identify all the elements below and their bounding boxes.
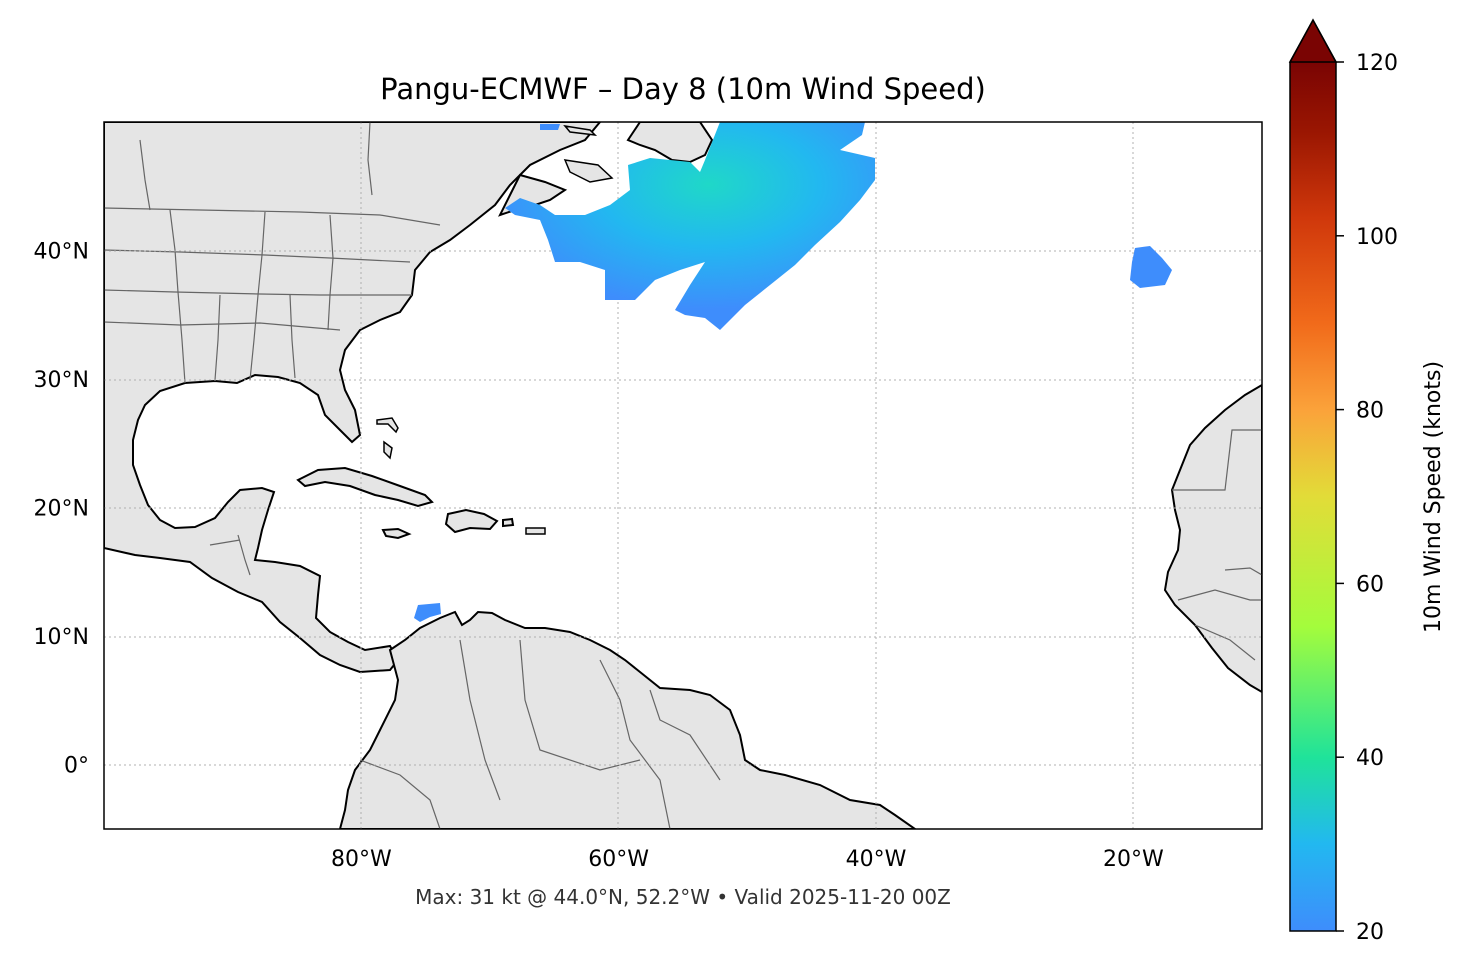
wind-region-caribbean [414,603,441,622]
colorbar-tick-label: 80 [1356,399,1384,424]
longitude-axis: 80°W 60°W 40°W 20°W [331,847,1164,872]
cuba-island [296,466,434,508]
colorbar-tick-label: 60 [1356,572,1384,597]
colorbar-tick-label: 20 [1356,920,1384,945]
newfoundland-island [626,122,714,164]
political-borders [104,122,1262,829]
lat-tick-label: 10°N [34,625,89,650]
colorbar-tick-label: 40 [1356,746,1384,771]
map-title: Pangu-ECMWF – Day 8 (10m Wind Speed) [380,72,986,106]
hispaniola-island [444,508,499,534]
lon-tick-label: 20°W [1103,847,1164,872]
lon-tick-label: 40°W [846,847,907,872]
africa-land [1163,383,1262,694]
lon-tick-label: 60°W [588,847,649,872]
bahamas-islands [376,417,399,460]
north-america-land [104,122,602,674]
colorbar-extend-arrow [1288,18,1338,63]
footer-max-info: Max: 31 kt @ 44.0°N, 52.2°W • Valid 2025… [415,885,951,909]
wind-region-gulf-small [540,124,560,130]
map-area [104,122,1262,829]
wind-speed-field [414,122,1172,622]
puerto-rico-island [502,517,515,528]
wind-region-north-atlantic [505,122,875,330]
lat-tick-label: 40°N [34,240,89,265]
lat-tick-label: 30°N [34,368,89,393]
lesser-antilles-islands [525,527,546,535]
lon-tick-label: 80°W [331,847,392,872]
map-frame [103,121,1263,830]
colorbar-tick-label: 120 [1356,51,1398,76]
colorbar-gradient [1290,62,1336,931]
colorbar-tick-label: 100 [1356,225,1398,250]
gulf-island [563,124,614,183]
map-gridlines [104,122,1262,829]
south-america-land [338,610,917,829]
jamaica-island [381,527,412,540]
colorbar-label: 10m Wind Speed (knots) [1421,361,1446,633]
colorbar-ticks: 20 40 60 80 100 120 [1336,51,1398,945]
latitude-axis: 40°N 30°N 20°N 10°N 0° [34,240,89,779]
lat-tick-label: 20°N [34,497,89,522]
lat-tick-label: 0° [64,754,89,779]
colorbar: 20 40 60 80 100 120 10m Wind Speed (knots) [1288,18,1446,945]
wind-region-mid-atlantic [1130,246,1172,288]
colorbar-outline [1289,18,1337,932]
